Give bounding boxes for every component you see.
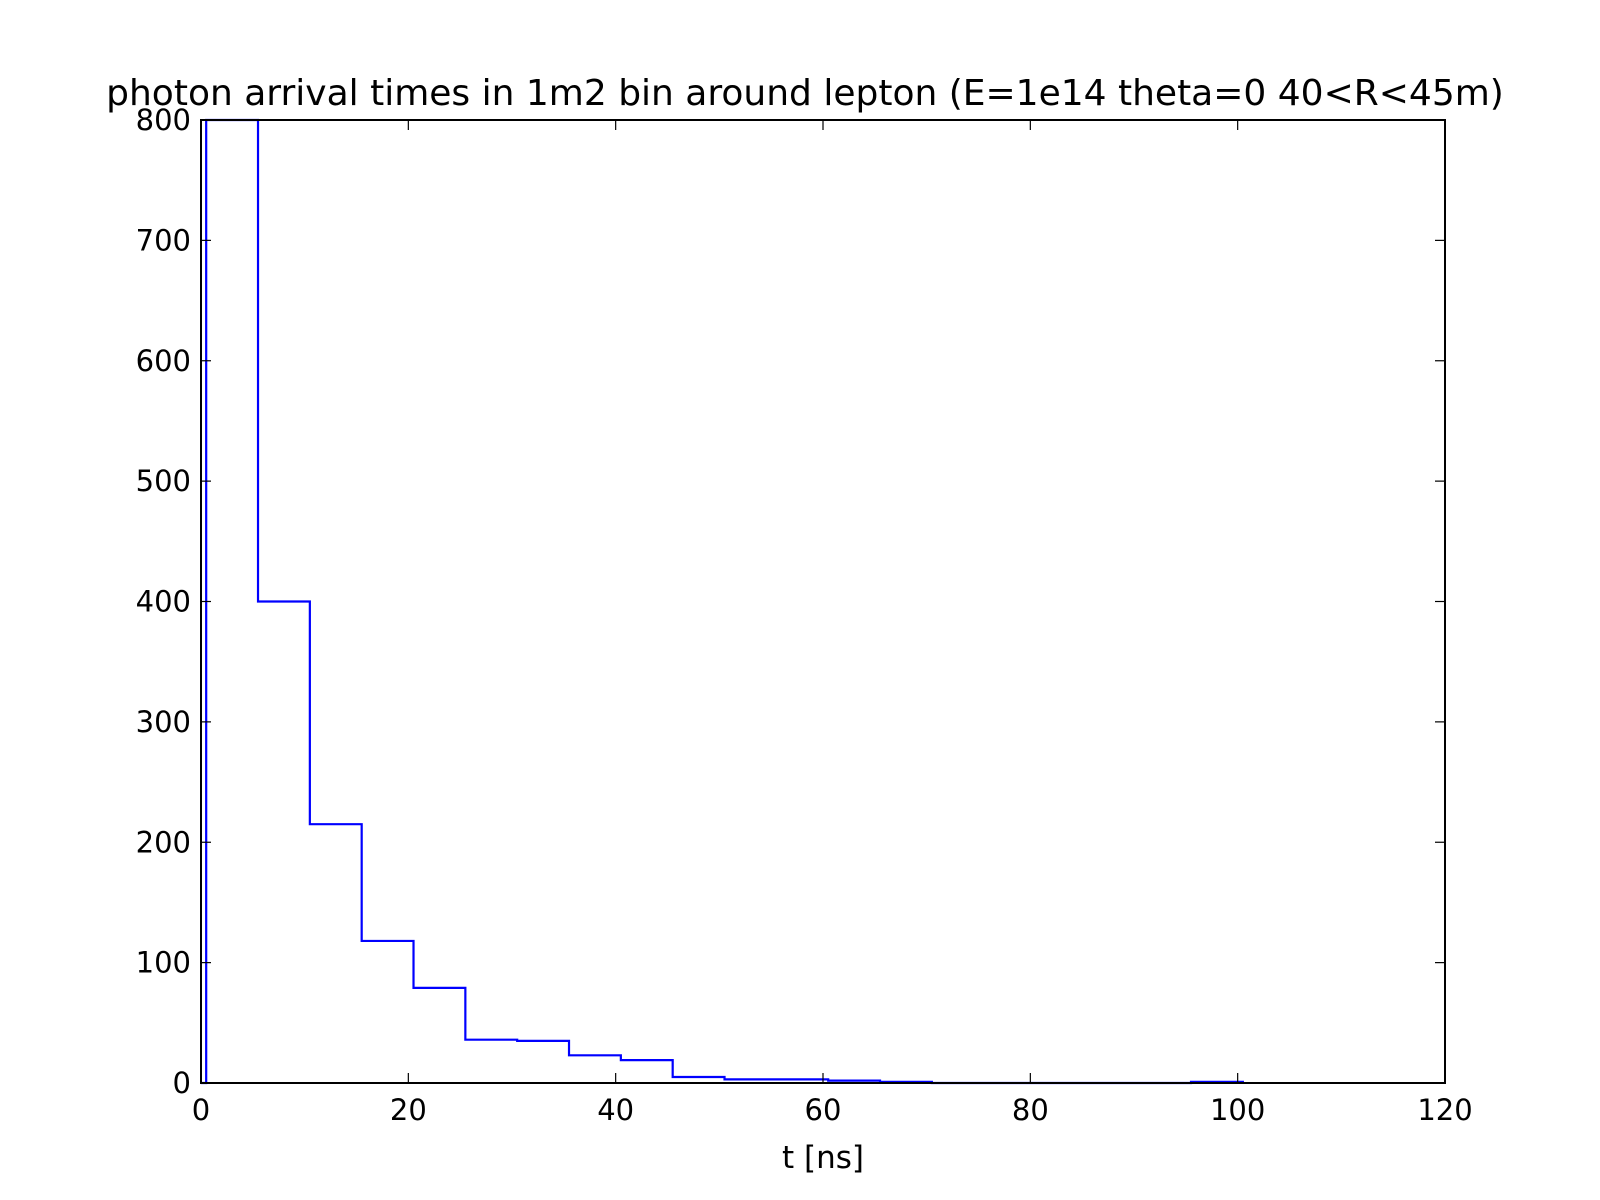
- y-tick-label-3: 300: [136, 705, 191, 739]
- tick-labels: 0 20 40 60 80 100 120 0 100 200 300 400 500 600 700 800: [136, 103, 1473, 1127]
- y-tick-label-1: 100: [136, 946, 191, 980]
- chart-title: photon arrival times in 1m2 bin around l…: [106, 73, 1504, 114]
- x-tick-label-0: 0: [192, 1093, 210, 1127]
- y-tick-label-2: 200: [136, 825, 191, 859]
- y-tick-label-4: 400: [136, 585, 191, 619]
- x-tick-label-6: 120: [1417, 1093, 1472, 1127]
- x-tick-label-3: 60: [805, 1093, 842, 1127]
- y-tick-label-5: 500: [136, 464, 191, 498]
- axes-frame: [200, 119, 1446, 1084]
- y-tick-label-7: 700: [136, 223, 191, 257]
- y-tick-label-0: 0: [173, 1066, 191, 1100]
- y-tick-label-6: 600: [136, 344, 191, 378]
- x-axis-label: t [ns]: [782, 1140, 864, 1176]
- x-tick-label-1: 20: [390, 1093, 427, 1127]
- x-tick-label-4: 80: [1012, 1093, 1049, 1127]
- y-tick-label-8: 800: [136, 103, 191, 137]
- x-tick-label-2: 40: [597, 1093, 634, 1127]
- x-tick-label-5: 100: [1210, 1093, 1265, 1127]
